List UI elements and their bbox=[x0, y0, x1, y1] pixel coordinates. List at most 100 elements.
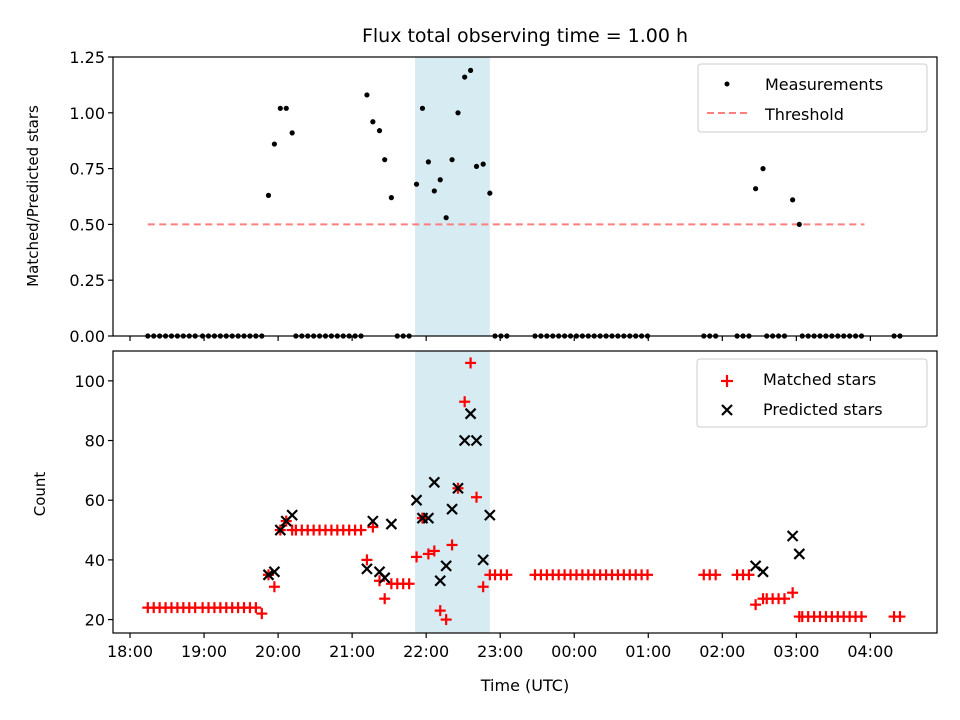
count-plot-frame bbox=[112, 350, 938, 634]
x-tick-label: 18:00 bbox=[107, 642, 153, 661]
y-tick-label: 60 bbox=[85, 491, 105, 510]
x-tick-label: 19:00 bbox=[181, 642, 227, 661]
matched-star-point bbox=[459, 396, 471, 408]
matched-star-point bbox=[379, 593, 391, 605]
x-tick-label: 02:00 bbox=[699, 642, 745, 661]
measurement-point bbox=[437, 177, 443, 183]
predicted-star-point bbox=[464, 407, 477, 420]
matched-star-point bbox=[422, 548, 434, 560]
measurement-point bbox=[431, 188, 437, 194]
x-axis-label: Time (UTC) bbox=[480, 676, 569, 695]
matched-star-point bbox=[710, 569, 722, 581]
legend-predicted-marker bbox=[721, 404, 733, 416]
chart-title: Flux total observing time = 1.00 h bbox=[362, 25, 688, 47]
predicted-star-point bbox=[274, 524, 287, 536]
legend-predicted-label: Predicted stars bbox=[763, 400, 883, 419]
x-tick-label: 04:00 bbox=[847, 642, 893, 661]
measurement-point bbox=[370, 119, 376, 125]
ratio-y-axis-label: Matched/Predicted stars bbox=[24, 105, 42, 287]
ratio-legend: Measurements Threshold bbox=[697, 63, 928, 133]
predicted-star-point bbox=[262, 569, 275, 581]
count-legend: Matched stars Predicted stars bbox=[696, 358, 928, 428]
predicted-star-point bbox=[286, 509, 298, 521]
y-tick-label: 0.00 bbox=[69, 327, 105, 346]
matched-star-point bbox=[471, 491, 483, 503]
matched-star-point bbox=[894, 611, 906, 623]
measurement-point bbox=[760, 166, 766, 172]
predicted-star-point bbox=[378, 572, 391, 584]
y-tick-label: 80 bbox=[85, 432, 105, 451]
ratio-plot-frame bbox=[112, 56, 938, 337]
y-tick-label: 0.75 bbox=[69, 160, 105, 179]
y-tick-label: 100 bbox=[74, 372, 105, 391]
y-tick-label: 1.00 bbox=[69, 104, 105, 123]
x-tick-label: 20:00 bbox=[255, 642, 301, 661]
matched-star-point bbox=[778, 593, 790, 605]
measurement-point bbox=[487, 190, 493, 196]
measurement-point bbox=[462, 74, 468, 80]
measurement-point bbox=[271, 141, 277, 147]
matched-star-point bbox=[428, 545, 440, 557]
count-panel: 20 40 60 80 100 18:00 19:00 20:00 21:00 22:00 23:… bbox=[31, 350, 938, 695]
predicted-star-point bbox=[428, 476, 441, 489]
matched-star-point bbox=[411, 551, 423, 563]
predicted-star-point bbox=[458, 434, 471, 447]
measurement-point bbox=[388, 195, 394, 201]
matched-star-point bbox=[440, 614, 452, 626]
measurement-point bbox=[413, 181, 420, 187]
matched-star-point bbox=[855, 611, 867, 623]
y-tick-label: 1.25 bbox=[69, 48, 105, 67]
measurement-point bbox=[796, 221, 802, 227]
matched-star-point bbox=[477, 581, 489, 593]
predicted-star-point bbox=[446, 503, 458, 515]
predicted-star-point bbox=[786, 530, 799, 542]
predicted-star-point bbox=[385, 518, 398, 530]
matched-star-point bbox=[750, 599, 762, 611]
predicted-star-point bbox=[470, 434, 483, 447]
ratio-panel: 0.00 0.25 0.50 0.75 1.00 1.25 Matched/Predict… bbox=[24, 48, 938, 346]
legend-matched-label: Matched stars bbox=[763, 370, 876, 389]
legend-measurements-marker bbox=[724, 81, 730, 87]
y-tick-label: 0.25 bbox=[69, 271, 105, 290]
matched-star-point bbox=[367, 521, 379, 533]
predicted-star-point bbox=[452, 482, 464, 495]
y-tick-label: 0.50 bbox=[69, 215, 105, 234]
observing-window-span bbox=[415, 351, 490, 633]
x-tick-label: 00:00 bbox=[551, 642, 597, 661]
measurement-point bbox=[283, 105, 289, 111]
count-y-axis-label: Count bbox=[31, 472, 49, 517]
predicted-star-point bbox=[361, 563, 373, 575]
matched-star-point bbox=[256, 608, 268, 620]
legend-matched-marker bbox=[721, 375, 733, 387]
measurement-point bbox=[382, 157, 388, 163]
legend-measurements-label: Measurements bbox=[765, 75, 883, 94]
legend-threshold-label: Threshold bbox=[764, 105, 844, 124]
matched-star-point bbox=[361, 554, 373, 566]
x-tick-label: 22:00 bbox=[403, 642, 449, 661]
measurement-point bbox=[376, 128, 383, 134]
predicted-star-point bbox=[434, 574, 447, 587]
matched-star-point bbox=[250, 602, 262, 614]
x-tick-label: 23:00 bbox=[477, 642, 523, 661]
measurement-point bbox=[289, 130, 295, 136]
predicted-star-point bbox=[477, 554, 489, 566]
predicted-star-point bbox=[367, 515, 379, 527]
measurement-point bbox=[443, 215, 449, 221]
x-tick-label: 03:00 bbox=[773, 642, 819, 661]
matched-star-point bbox=[501, 569, 513, 581]
measurement-point bbox=[467, 67, 474, 73]
measurement-point bbox=[277, 105, 283, 111]
matched-star-point bbox=[743, 569, 755, 581]
measurement-point bbox=[473, 163, 480, 169]
x-tick-label: 01:00 bbox=[625, 642, 671, 661]
matched-star-point bbox=[465, 357, 477, 369]
matched-star-point bbox=[434, 605, 446, 617]
measurement-point bbox=[455, 110, 461, 116]
y-tick-label: 40 bbox=[85, 551, 105, 570]
measurement-point bbox=[790, 197, 796, 203]
matched-star-point bbox=[403, 578, 415, 590]
measurement-point bbox=[419, 105, 426, 111]
matched-star-point bbox=[642, 569, 654, 581]
measurement-point bbox=[425, 159, 431, 165]
